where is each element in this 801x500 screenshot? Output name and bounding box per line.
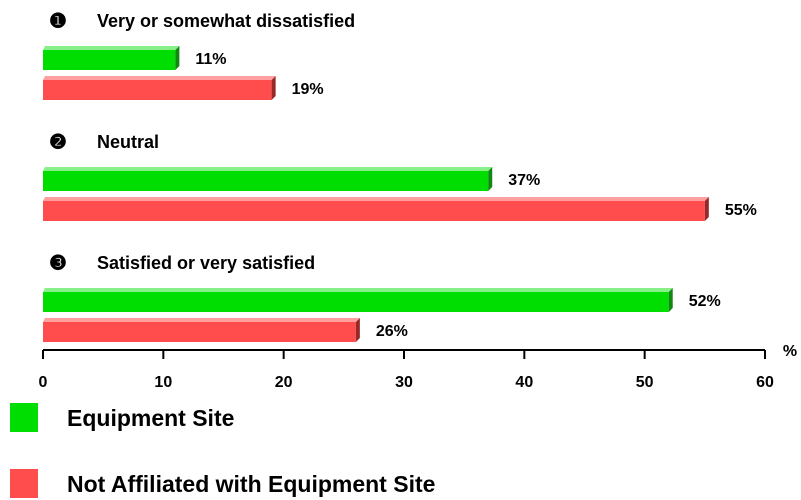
legend-swatch [10,403,38,432]
bar-top [43,318,360,322]
x-tick-label: 40 [515,374,533,391]
x-tick-label: 0 [39,374,48,391]
bar-side [488,167,493,191]
category-number: ❶ [49,10,67,32]
bar [43,76,276,100]
bar-top [43,167,493,171]
bar-face [43,201,705,221]
bar-top [43,197,709,201]
bar [43,288,673,312]
bar [43,167,493,191]
category-label: Neutral [97,132,159,152]
bar-face [43,292,669,312]
legend-label: Equipment Site [67,405,234,431]
value-label: 11% [195,51,226,68]
category-label: Very or somewhat dissatisfied [97,11,355,31]
x-tick-label: 10 [154,374,172,391]
value-label: 26% [376,323,408,340]
value-label: 37% [508,172,540,189]
bar-side [355,318,360,342]
value-label: 55% [725,202,757,219]
category-number: ❸ [49,252,67,274]
bar-side [668,288,673,312]
bar-side [704,197,709,221]
category-number: ❷ [49,131,67,153]
bar-top [43,76,276,80]
bar-side [175,46,180,70]
bar-side [271,76,276,100]
x-tick-label: 30 [395,374,413,391]
x-axis-label: % [783,343,797,360]
x-tick-label: 50 [636,374,654,391]
value-label: 19% [292,81,324,98]
bar-top [43,288,673,292]
category-label: Satisfied or very satisfied [97,253,315,273]
bar-face [43,322,356,342]
x-tick-label: 60 [756,374,774,391]
bar-top [43,46,180,50]
legend-swatch [10,469,38,498]
bar [43,318,360,342]
legend-label: Not Affiliated with Equipment Site [67,471,435,497]
bar [43,197,709,221]
bar-face [43,50,176,70]
bar [43,46,180,70]
x-tick-label: 20 [275,374,293,391]
bar-face [43,171,489,191]
bar-face [43,80,272,100]
value-label: 52% [689,293,721,310]
